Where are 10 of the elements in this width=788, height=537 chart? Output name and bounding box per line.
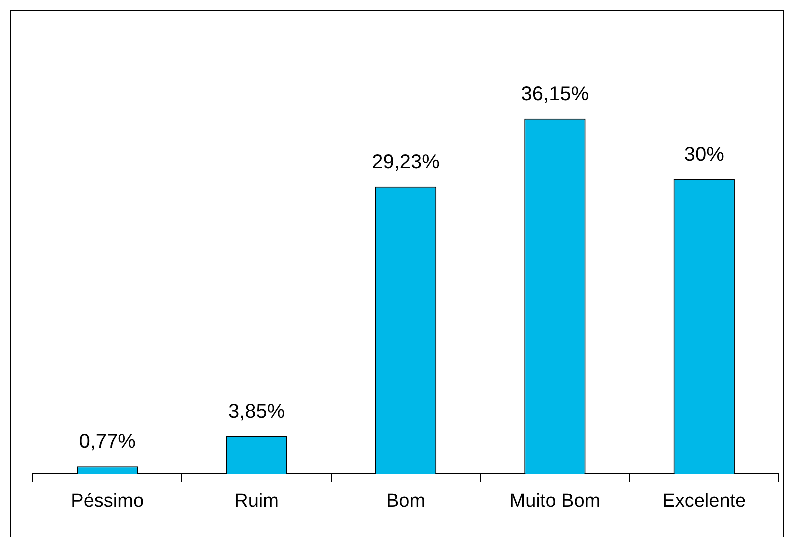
x-tick-label: Bom xyxy=(386,490,426,512)
data-label: 30% xyxy=(684,144,725,166)
x-tick-label: Muito Bom xyxy=(510,490,601,512)
data-label: 36,15% xyxy=(521,83,590,106)
data-label: 3,85% xyxy=(228,400,286,423)
x-tick-label: Ruim xyxy=(234,490,279,512)
x-tick-label: Péssimo xyxy=(71,490,144,512)
data-label: 0,77% xyxy=(79,431,136,454)
x-tick-label: Excelente xyxy=(662,490,746,512)
data-label: 29,23% xyxy=(372,151,440,174)
